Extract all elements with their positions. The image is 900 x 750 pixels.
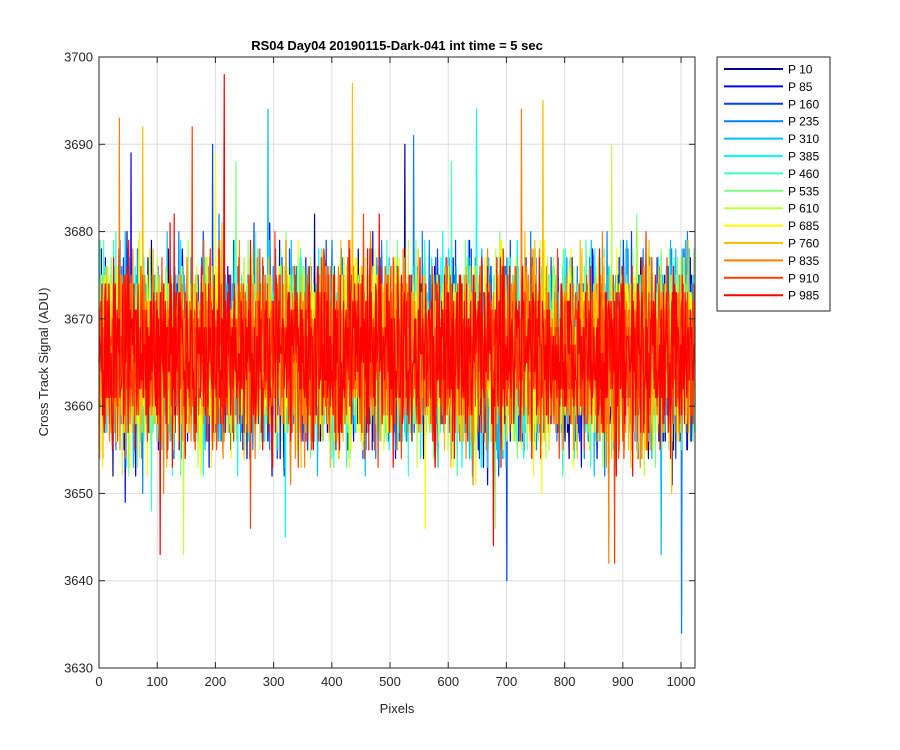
legend-label: P 760	[788, 237, 819, 251]
axes-box	[98, 56, 696, 669]
series-line	[98, 73, 696, 556]
y-tick-label: 3700	[64, 50, 93, 65]
legend-label: P 160	[788, 97, 819, 111]
legend-label: P 535	[788, 184, 819, 198]
legend-label: P 85	[788, 80, 813, 94]
legend: P 10 P 85 P 160 P 235 P 310 P 385 P 460 P 535 P …	[716, 56, 831, 312]
x-tick-label: 800	[554, 674, 576, 689]
x-tick-label: 500	[379, 674, 401, 689]
y-tick-label: 3630	[64, 661, 93, 676]
legend-label: P 910	[788, 271, 819, 285]
x-tick-label: 300	[263, 674, 285, 689]
y-tick-label: 3640	[64, 573, 93, 588]
chart-title: RS04 Day04 20190115-Dark-041 int time = …	[251, 38, 543, 53]
y-axis-label: Cross Track Signal (ADU)	[36, 288, 51, 437]
y-tick-label: 3670	[64, 311, 93, 326]
legend-label: P 385	[788, 150, 819, 164]
y-tick-label: 3690	[64, 137, 93, 152]
legend-label: P 685	[788, 219, 819, 233]
legend-label: P 10	[788, 63, 813, 77]
x-tick-label: 200	[205, 674, 227, 689]
x-axis-label: Pixels	[380, 701, 415, 716]
y-tick-label: 3660	[64, 399, 93, 414]
y-tick-label: 3650	[64, 486, 93, 501]
legend-box	[716, 56, 831, 312]
y-tick-label: 3680	[64, 224, 93, 239]
x-tick-label: 0	[95, 674, 102, 689]
x-tick-label: 900	[612, 674, 634, 689]
legend-label: P 610	[788, 202, 819, 216]
x-tick-label: 100	[146, 674, 168, 689]
legend-label: P 460	[788, 167, 819, 181]
legend-label: P 985	[788, 289, 819, 303]
x-tick-label: 600	[437, 674, 459, 689]
axis-ticks: 0 100 200 300 400 500 600 700 800 900 1000 3630 3640…	[64, 50, 695, 690]
legend-label: P 310	[788, 132, 819, 146]
series-lines	[98, 73, 696, 634]
legend-label: P 235	[788, 115, 819, 129]
x-tick-label: 400	[321, 674, 343, 689]
x-tick-label: 700	[496, 674, 518, 689]
legend-label: P 835	[788, 254, 819, 268]
x-tick-label: 1000	[667, 674, 696, 689]
